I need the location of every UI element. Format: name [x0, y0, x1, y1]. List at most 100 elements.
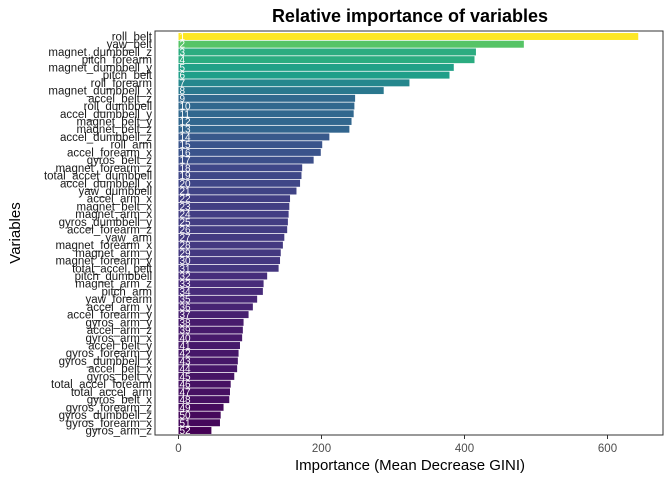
bar-rank-label: 1	[180, 32, 186, 43]
y-tick-label: yaw_belt	[107, 39, 153, 51]
bar-rank-label: 12	[180, 117, 192, 128]
bar-rank-label: 47	[180, 387, 192, 398]
y-tick-label: gyros_dumbbell_x	[59, 356, 153, 368]
y-axis-title: Variables	[7, 202, 24, 263]
y-tick-label: yaw_forearm	[86, 294, 152, 306]
y-tick-label: accel_belt_y	[88, 341, 152, 353]
y-tick-label: yaw_dumbbell	[78, 186, 152, 198]
bar-rank-label: 19	[180, 171, 192, 182]
bar-accel_forearm_z	[178, 226, 288, 234]
bar-magnet_arm_z	[178, 280, 264, 288]
bar-gyros_dumbbell_y	[178, 218, 288, 226]
bar-accel_belt_y	[178, 342, 240, 349]
bar-pitch_belt	[178, 71, 450, 79]
y-tick-label: accel_dumbbell_z	[60, 132, 152, 144]
y-tick-label: magnet_arm_x	[75, 209, 152, 221]
bar-rank-label: 49	[180, 403, 192, 414]
y-tick-label: total_accel_belt	[72, 263, 153, 275]
x-axis-title: Importance (Mean Decrease GINI)	[295, 457, 525, 474]
bar-rank-label: 43	[180, 356, 192, 367]
bar-rank-label: 36	[180, 302, 192, 313]
bar-rank-label: 30	[180, 256, 192, 267]
bar-accel_dumbbell_x	[178, 179, 301, 187]
bar-rank-label: 15	[180, 140, 192, 151]
bar-pitch_dumbbell	[178, 272, 268, 280]
y-tick-label: gyros_belt_z	[87, 155, 152, 167]
bar-rank-label: 45	[180, 372, 192, 383]
bar-rank-label: 22	[180, 194, 192, 205]
bar-rank-label: 6	[180, 71, 186, 82]
bar-magnet_belt_y	[178, 118, 352, 125]
bar-magnet_arm_y	[178, 249, 281, 257]
y-tick-label: gyros_forearm_x	[66, 418, 153, 430]
bar-roll_belt	[178, 33, 639, 40]
y-tick-label: accel_forearm_z	[67, 225, 152, 237]
bars-group: 1234567891011121314151617181920212223242…	[178, 32, 639, 437]
bar-total_accel_arm	[178, 388, 230, 396]
bar-rank-label: 37	[180, 310, 192, 321]
bar-rank-label: 29	[180, 248, 192, 259]
y-tick-label: magnet_dumbbell_x	[48, 86, 152, 98]
bar-rank-label: 9	[180, 94, 186, 105]
bar-rank-label: 23	[180, 202, 192, 213]
bar-magnet_forearm_x	[178, 241, 283, 249]
x-ticks: 0 200 400 600	[175, 435, 617, 455]
x-tick-label: 200	[312, 443, 331, 455]
bar-rank-label: 27	[180, 233, 192, 244]
y-tick-label: accel_forearm_y	[67, 310, 152, 322]
bar-rank-label: 10	[180, 102, 192, 113]
bar-rank-label: 42	[180, 349, 192, 360]
bar-rank-label: 33	[180, 279, 192, 290]
bar-rank-label: 5	[180, 63, 186, 74]
bar-rank-label: 2	[180, 40, 186, 51]
panel-border	[154, 30, 664, 436]
bar-rank-label: 18	[180, 163, 192, 174]
bar-rank-label: 3	[180, 47, 186, 58]
y-tick-label: gyros_arm_x	[86, 333, 153, 345]
bar-magnet_belt_z	[178, 125, 350, 133]
y-tick-label: gyros_forearm_y	[66, 348, 153, 360]
bar-yaw_dumbbell	[178, 187, 297, 195]
bar-total_accel_forearm	[178, 380, 231, 388]
y-tick-label: accel_belt_x	[88, 364, 152, 376]
bar-rank-label: 16	[180, 148, 192, 159]
bar-accel_belt_x	[178, 365, 238, 373]
y-tick-label: gyros_arm_y	[86, 317, 153, 329]
y-tick-label: pitch_belt	[103, 70, 153, 82]
bar-rank-label: 26	[180, 225, 192, 236]
bar-gyros_dumbbell_x	[178, 357, 238, 365]
bar-rank-label: 25	[180, 217, 192, 228]
y-tick-label: magnet_dumbbell_z	[48, 47, 152, 59]
y-tick-label: accel_arm_x	[87, 194, 152, 206]
bar-roll_arm	[178, 141, 323, 149]
x-tick-label: 400	[455, 443, 474, 455]
bar-gyros_belt_x	[178, 396, 230, 404]
bar-rank-label: 44	[180, 364, 192, 375]
y-tick-label: accel_dumbbell_x	[60, 178, 152, 190]
bar-accel_arm_y	[178, 303, 253, 311]
bar-gyros_belt_z	[178, 156, 314, 164]
y-tick-label: roll_dumbbell	[84, 101, 152, 113]
bar-accel_arm_x	[178, 195, 291, 203]
bar-magnet_belt_x	[178, 202, 290, 210]
bar-gyros_forearm_z	[178, 403, 224, 411]
bar-rank-label: 17	[180, 156, 192, 167]
bar-accel_arm_z	[178, 326, 243, 334]
y-tick-label: magnet_belt_x	[77, 201, 153, 213]
bar-accel_forearm_y	[178, 311, 249, 319]
bar-rank-label: 31	[180, 264, 192, 275]
bar-magnet_forearm_y	[178, 257, 281, 265]
bar-total_accel_dumbbell	[178, 172, 302, 180]
bar-rank-label: 14	[180, 132, 192, 143]
bar-rank-label: 52	[180, 426, 192, 437]
y-tick-label: yaw_arm	[105, 232, 152, 244]
bar-magnet_dumbbell_z	[178, 48, 476, 56]
bar-rank-label: 24	[180, 210, 192, 221]
bar-rank-label: 51	[180, 418, 192, 429]
y-tick-label: gyros_dumbbell_z	[59, 410, 153, 422]
y-tick-label: gyros_belt_y	[87, 371, 152, 383]
y-tick-label: magnet_belt_y	[77, 116, 153, 128]
y-tick-label: roll_belt	[112, 32, 153, 44]
